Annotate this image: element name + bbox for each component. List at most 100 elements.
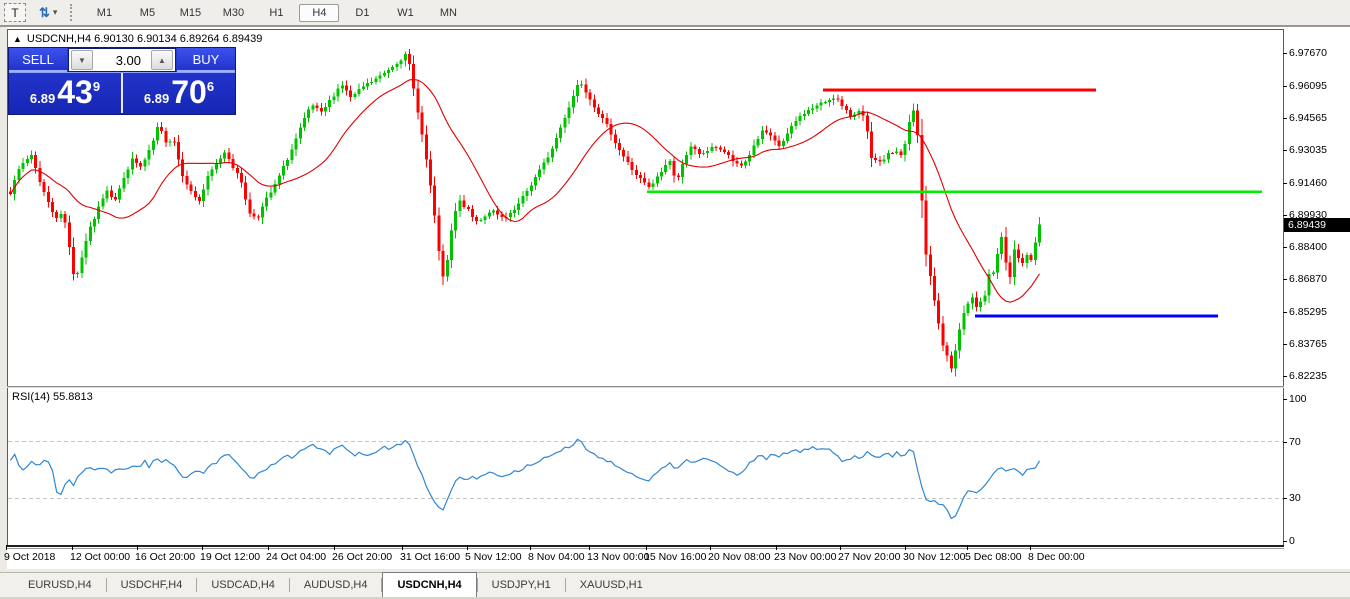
chart-tab-audusd[interactable]: AUDUSD,H4 <box>303 579 368 591</box>
price-chart[interactable] <box>8 30 1283 386</box>
price-axis-label: 6.85295 <box>1289 306 1327 318</box>
candle <box>25 159 29 164</box>
sell-button[interactable]: SELL <box>9 48 67 72</box>
timeframe-button-m15[interactable]: M15 <box>179 6 202 19</box>
candle <box>626 156 630 163</box>
toolbar-grip[interactable] <box>70 4 76 21</box>
arrows-tool-button[interactable]: ⇅ ▾ <box>36 3 60 22</box>
rsi-axis-label: 30 <box>1289 492 1301 504</box>
chart-tab-usdcad[interactable]: USDCAD,H4 <box>211 579 275 591</box>
candle <box>370 81 374 84</box>
candle <box>786 133 789 141</box>
time-axis-label: 8 Nov 04:00 <box>528 551 585 563</box>
tab-divider <box>196 578 198 592</box>
text-tool-button[interactable]: T <box>4 3 26 22</box>
tab-divider <box>105 578 107 592</box>
candle <box>676 175 680 177</box>
price-tick <box>1283 215 1287 216</box>
price-tick <box>1283 150 1287 151</box>
rsi-chart[interactable] <box>8 388 1283 545</box>
time-tick <box>268 545 269 550</box>
candle <box>235 167 239 174</box>
candle <box>874 158 878 161</box>
timeframe-button-d1[interactable]: D1 <box>355 6 370 19</box>
candle <box>664 164 668 172</box>
time-tick <box>589 545 590 550</box>
time-tick <box>646 545 647 550</box>
candle <box>93 218 96 227</box>
candle <box>601 113 605 118</box>
top-toolbar: T ⇅ ▾ M1 M5 M15 M30 H1 H4 D1 W1 MN <box>0 0 1350 27</box>
candle <box>655 176 659 184</box>
candle <box>437 215 441 252</box>
candle <box>807 109 810 114</box>
candle <box>538 169 542 178</box>
timeframe-button-m1[interactable]: M1 <box>96 6 113 19</box>
candle <box>966 303 970 314</box>
indicator-splitter[interactable] <box>7 386 1284 387</box>
time-axis-label: 5 Nov 12:00 <box>465 551 522 563</box>
candle <box>1012 249 1016 278</box>
candle <box>311 105 315 110</box>
chart-tab-usdjpy[interactable]: USDJPY,H1 <box>491 579 551 591</box>
candle <box>865 115 869 132</box>
chart-tab-eurusd[interactable]: EURUSD,H4 <box>28 579 92 591</box>
candle <box>34 155 38 169</box>
chart-tab-bar: EURUSD,H4 USDCHF,H4 USDCAD,H4 AUDUSD,H4 USDC… <box>0 572 1350 597</box>
price-tick <box>1283 376 1287 377</box>
timeframe-button-w1[interactable]: W1 <box>397 6 414 19</box>
price-tick <box>1283 53 1287 54</box>
candle <box>895 151 899 154</box>
candle <box>643 177 647 183</box>
candle <box>958 329 962 351</box>
volume-field[interactable]: ▼ 3.00 ▲ <box>68 48 176 72</box>
candle <box>844 105 848 111</box>
chevron-down-icon: ▾ <box>52 7 58 17</box>
timeframe-button-h4[interactable]: H4 <box>299 3 340 22</box>
candle <box>177 141 180 160</box>
candle <box>886 152 890 160</box>
chart-tab-xauusd[interactable]: XAUUSD,H1 <box>579 579 643 591</box>
candle <box>651 183 655 187</box>
candle <box>521 196 525 204</box>
buy-price[interactable]: 6.89 70 6 <box>123 73 235 113</box>
sell-price-pips: 43 <box>57 74 93 110</box>
volume-increase-button[interactable]: ▲ <box>151 50 173 70</box>
volume-value[interactable]: 3.00 <box>115 52 141 68</box>
chart-tab-usdcnh[interactable]: USDCNH,H4 <box>382 572 477 597</box>
candle <box>315 105 319 108</box>
time-tick <box>202 545 203 550</box>
buy-button[interactable]: BUY <box>177 48 235 72</box>
candle <box>563 118 567 128</box>
candle <box>832 98 836 101</box>
candle <box>189 184 193 191</box>
candle <box>899 151 903 155</box>
candle <box>660 171 663 177</box>
candle <box>147 150 151 160</box>
tab-divider <box>381 578 383 592</box>
chart-frame-top <box>7 29 1284 30</box>
candle <box>51 201 54 213</box>
timeframe-group: M1 M5 M15 M30 H1 H4 D1 W1 MN <box>84 3 471 22</box>
candle <box>765 130 768 133</box>
timeframe-button-h1[interactable]: H1 <box>269 6 284 19</box>
timeframe-button-m5[interactable]: M5 <box>139 6 156 19</box>
candle <box>277 175 281 184</box>
time-axis-label: 30 Nov 12:00 <box>903 551 966 563</box>
candle <box>592 99 596 108</box>
timeframe-button-m30[interactable]: M30 <box>222 6 245 19</box>
candle <box>462 200 466 207</box>
candle <box>920 134 924 201</box>
sell-price[interactable]: 6.89 43 9 <box>9 73 123 113</box>
timeframe-button-mn[interactable]: MN <box>439 6 457 19</box>
volume-decrease-button[interactable]: ▼ <box>71 50 93 70</box>
chart-tab-usdchf[interactable]: USDCHF,H4 <box>120 579 183 591</box>
candle <box>450 230 453 260</box>
time-tick <box>1030 545 1031 550</box>
candle <box>714 147 718 149</box>
candle <box>286 159 290 167</box>
price-tick <box>1283 118 1287 119</box>
time-tick <box>776 545 777 550</box>
candle <box>454 211 458 231</box>
time-tick <box>840 545 841 550</box>
